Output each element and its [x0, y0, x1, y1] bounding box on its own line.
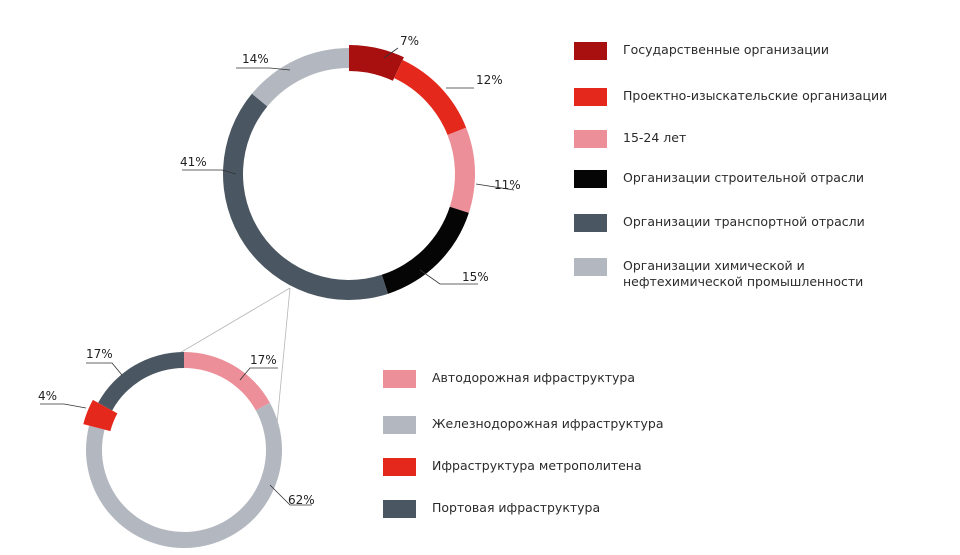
legend-swatch — [574, 258, 607, 276]
donut-segment — [85, 402, 282, 548]
legend-swatch — [574, 170, 607, 188]
donut-segment — [98, 352, 184, 411]
legend-label: Портовая ифраструктура — [432, 500, 601, 515]
legend-label: Организации химической и нефтехимической… — [623, 258, 864, 289]
data-label: 4% — [38, 389, 57, 403]
label-leader-line — [239, 367, 278, 381]
legend-item: 15-24 лет — [574, 130, 923, 148]
legend-item: Государственные организации — [574, 42, 923, 60]
legend-swatch — [574, 42, 607, 60]
donut-segment — [381, 206, 469, 294]
legend-item: Ифраструктура метрополитена — [383, 458, 732, 476]
legend-item: Автодорожная ифраструктура — [383, 370, 732, 388]
legend-swatch — [574, 88, 607, 106]
label-leader-line — [86, 362, 123, 376]
label-leader-line — [236, 67, 291, 71]
donut-segment — [83, 399, 118, 432]
legend-label: Организации строительной отрасли — [623, 170, 864, 185]
data-label: 14% — [242, 52, 269, 66]
legend-swatch — [383, 458, 416, 476]
main-donut-chart: 7% 12% 11% 15% 41% 14% — [180, 34, 521, 301]
legend-item: Организации транспортной отрасли — [574, 214, 923, 232]
legend-label: 15-24 лет — [623, 130, 687, 145]
donut-segment — [184, 351, 270, 411]
data-label: 11% — [494, 178, 521, 192]
legend-item: Портовая ифраструктура — [383, 500, 732, 518]
legend-item: Железнодорожная ифраструктура — [383, 416, 732, 434]
data-label: 17% — [86, 347, 113, 361]
label-leader-line — [383, 47, 399, 59]
legend-swatch — [383, 500, 416, 518]
legend-label: Ифраструктура метрополитена — [432, 458, 642, 473]
data-label: 17% — [250, 353, 277, 367]
donut-segment — [394, 59, 467, 135]
legend-label: Проектно-изыскательские организации — [623, 88, 888, 103]
legend-swatch — [383, 416, 416, 434]
legend-item: Организации химической и нефтехимической… — [574, 258, 923, 290]
data-label: 62% — [288, 493, 315, 507]
legend-label: Организации транспортной отрасли — [623, 214, 865, 229]
legend-swatch — [574, 130, 607, 148]
data-label: 15% — [462, 270, 489, 284]
donut-segment — [447, 127, 476, 213]
data-label: 41% — [180, 155, 207, 169]
legend-swatch — [574, 214, 607, 232]
label-leader-line — [419, 269, 478, 285]
legend-item: Организации строительной отрасли — [574, 170, 923, 188]
label-leader-line — [269, 484, 312, 506]
label-leader-line — [40, 403, 87, 409]
legend-label: Государственные организации — [623, 42, 830, 57]
donut-segment — [222, 93, 388, 301]
legend-label: Железнодорожная ифраструктура — [432, 416, 664, 431]
label-leader-line — [475, 183, 515, 191]
transport-breakdown-donut-chart: 17% 62% 4% 17% — [38, 347, 315, 548]
donut-segment — [251, 47, 349, 107]
data-label: 12% — [476, 73, 503, 87]
legend-swatch — [383, 370, 416, 388]
legend-item: Проектно-изыскательские организации — [574, 88, 923, 106]
legend-label: Автодорожная ифраструктура — [432, 370, 636, 385]
label-leader-line — [182, 169, 237, 175]
data-label: 7% — [400, 34, 419, 48]
